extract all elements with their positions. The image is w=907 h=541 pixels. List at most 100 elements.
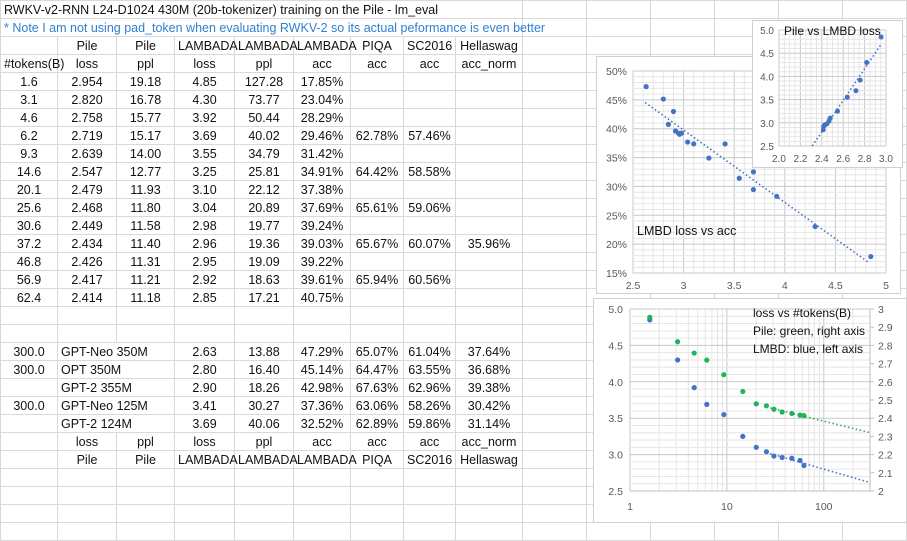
cell[interactable]: 39.24% bbox=[293, 216, 351, 235]
cell[interactable] bbox=[174, 504, 235, 523]
cell[interactable]: 15.77 bbox=[116, 108, 175, 127]
cell[interactable] bbox=[350, 90, 404, 109]
cell[interactable]: 60.56% bbox=[403, 270, 456, 289]
cell[interactable] bbox=[174, 522, 235, 541]
cell[interactable] bbox=[403, 180, 456, 199]
cell[interactable] bbox=[455, 504, 523, 523]
header-cell[interactable]: SC2016 bbox=[403, 36, 456, 55]
cell[interactable]: 39.03% bbox=[293, 234, 351, 253]
cell[interactable] bbox=[455, 180, 523, 199]
cell[interactable] bbox=[455, 108, 523, 127]
cell[interactable] bbox=[293, 486, 351, 505]
cell[interactable] bbox=[522, 90, 587, 109]
cell[interactable] bbox=[522, 396, 587, 415]
cell[interactable]: 58.26% bbox=[403, 396, 456, 415]
cell[interactable] bbox=[650, 522, 715, 541]
header-cell[interactable]: acc bbox=[350, 54, 404, 73]
cell[interactable] bbox=[455, 270, 523, 289]
cell[interactable]: 11.21 bbox=[116, 270, 175, 289]
cell[interactable]: 2.639 bbox=[57, 144, 117, 163]
cell[interactable] bbox=[778, 522, 843, 541]
footer-cell[interactable]: Pile bbox=[116, 450, 175, 469]
cell[interactable]: 63.55% bbox=[403, 360, 456, 379]
cell[interactable] bbox=[0, 468, 58, 487]
cell[interactable] bbox=[234, 324, 294, 343]
header-cell[interactable] bbox=[0, 36, 58, 55]
cell[interactable]: 30.27 bbox=[234, 396, 294, 415]
header-cell[interactable]: acc_norm bbox=[455, 54, 523, 73]
footer-cell[interactable]: acc_norm bbox=[455, 432, 523, 451]
cell[interactable] bbox=[586, 36, 651, 55]
cell[interactable] bbox=[522, 234, 587, 253]
cell[interactable] bbox=[522, 216, 587, 235]
footer-cell[interactable]: ppl bbox=[234, 432, 294, 451]
cell[interactable]: 4.85 bbox=[174, 72, 235, 91]
cell[interactable]: 62.4 bbox=[0, 288, 58, 307]
header-cell[interactable]: LAMBADA bbox=[234, 36, 298, 55]
cell[interactable]: 127.28 bbox=[234, 72, 294, 91]
footer-cell[interactable]: ppl bbox=[116, 432, 175, 451]
cell[interactable] bbox=[586, 522, 651, 541]
cell[interactable] bbox=[116, 468, 175, 487]
cell[interactable]: 56.9 bbox=[0, 270, 58, 289]
cell[interactable]: 47.29% bbox=[293, 342, 351, 361]
cell[interactable]: 11.58 bbox=[116, 216, 175, 235]
cell[interactable]: 11.40 bbox=[116, 234, 175, 253]
cell[interactable]: 300.0 bbox=[0, 342, 58, 361]
cell[interactable] bbox=[403, 72, 456, 91]
cell[interactable] bbox=[350, 468, 404, 487]
cell[interactable] bbox=[522, 144, 587, 163]
cell[interactable]: 15.17 bbox=[116, 126, 175, 145]
cell[interactable]: 58.58% bbox=[403, 162, 456, 181]
cell[interactable] bbox=[586, 0, 651, 19]
cell[interactable] bbox=[522, 270, 587, 289]
cell[interactable] bbox=[522, 36, 587, 55]
cell[interactable] bbox=[350, 108, 404, 127]
cell[interactable] bbox=[350, 288, 404, 307]
cell[interactable]: 23.04% bbox=[293, 90, 351, 109]
cell[interactable] bbox=[174, 468, 235, 487]
footer-cell[interactable]: PIQA bbox=[350, 450, 404, 469]
cell[interactable] bbox=[455, 72, 523, 91]
cell[interactable] bbox=[293, 522, 351, 541]
cell[interactable]: 34.79 bbox=[234, 144, 294, 163]
cell[interactable]: 28.29% bbox=[293, 108, 351, 127]
cell[interactable] bbox=[522, 198, 587, 217]
cell[interactable]: 16.40 bbox=[234, 360, 294, 379]
cell[interactable] bbox=[174, 324, 235, 343]
cell[interactable] bbox=[116, 522, 175, 541]
cell[interactable]: 300.0 bbox=[0, 360, 58, 379]
cell[interactable] bbox=[116, 324, 175, 343]
cell[interactable] bbox=[586, 18, 651, 37]
sheet-note[interactable]: * Note I am not using pad_token when eva… bbox=[0, 18, 545, 37]
cell[interactable] bbox=[234, 468, 294, 487]
cell[interactable]: 2.80 bbox=[174, 360, 235, 379]
cell[interactable] bbox=[522, 414, 587, 433]
cell[interactable]: 2.547 bbox=[57, 162, 117, 181]
cell[interactable] bbox=[714, 522, 779, 541]
cell[interactable]: 31.14% bbox=[455, 414, 523, 433]
cell[interactable]: 40.06 bbox=[234, 414, 294, 433]
cell[interactable] bbox=[522, 468, 587, 487]
cell[interactable] bbox=[403, 306, 456, 325]
cell[interactable]: 4.30 bbox=[174, 90, 235, 109]
cell[interactable]: 3.10 bbox=[174, 180, 235, 199]
header-cell[interactable]: PIQA bbox=[350, 36, 404, 55]
cell[interactable] bbox=[455, 324, 523, 343]
cell[interactable]: 17.85% bbox=[293, 72, 351, 91]
cell[interactable]: 31.42% bbox=[293, 144, 351, 163]
cell[interactable] bbox=[403, 216, 456, 235]
model-name[interactable]: GPT-Neo 350M bbox=[57, 342, 175, 361]
cell[interactable]: 65.61% bbox=[350, 198, 404, 217]
cell[interactable] bbox=[403, 108, 456, 127]
cell[interactable]: 59.86% bbox=[403, 414, 456, 433]
footer-cell[interactable]: acc bbox=[403, 432, 456, 451]
footer-cell[interactable] bbox=[0, 432, 58, 451]
cell[interactable]: 18.63 bbox=[234, 270, 294, 289]
cell[interactable] bbox=[57, 306, 117, 325]
cell[interactable]: 300.0 bbox=[0, 396, 58, 415]
sheet-title[interactable]: RWKV-v2-RNN L24-D1024 430M (20b-tokenize… bbox=[0, 0, 523, 19]
cell[interactable]: 30.6 bbox=[0, 216, 58, 235]
cell[interactable] bbox=[455, 198, 523, 217]
cell[interactable]: 62.78% bbox=[350, 126, 404, 145]
